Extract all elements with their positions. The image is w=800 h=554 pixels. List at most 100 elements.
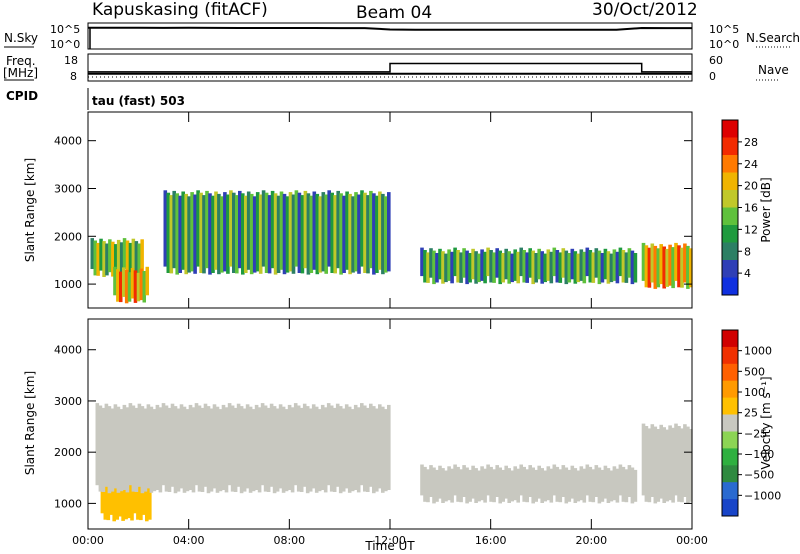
data-cell bbox=[139, 484, 143, 521]
data-cell bbox=[293, 403, 298, 486]
data-cell bbox=[249, 193, 254, 275]
data-cell bbox=[278, 404, 283, 489]
data-cell bbox=[170, 403, 175, 487]
data-cell bbox=[671, 247, 675, 289]
data-cell bbox=[644, 245, 649, 288]
data-cell bbox=[203, 403, 208, 487]
data-cell bbox=[122, 267, 126, 297]
data-cell bbox=[686, 245, 690, 289]
data-cell bbox=[200, 407, 205, 492]
data-cell bbox=[241, 193, 245, 275]
data-cell bbox=[659, 244, 663, 285]
data-cell bbox=[108, 239, 112, 273]
data-cell bbox=[326, 403, 331, 486]
data-cell bbox=[175, 193, 179, 275]
colorbar-segment bbox=[722, 242, 738, 261]
data-cell bbox=[369, 190, 373, 269]
data-cell bbox=[107, 406, 112, 494]
data-cell bbox=[468, 253, 472, 283]
data-cell bbox=[220, 196, 224, 273]
colorbar-tick-label: −1000 bbox=[744, 489, 781, 502]
data-cell bbox=[480, 249, 484, 281]
data-cell bbox=[507, 251, 511, 284]
data-cell bbox=[139, 268, 144, 301]
data-cell bbox=[125, 240, 130, 276]
data-cell bbox=[341, 408, 346, 492]
data-cell bbox=[106, 484, 111, 521]
colorbar-segment bbox=[722, 137, 738, 156]
data-cell bbox=[564, 250, 569, 285]
data-cell bbox=[134, 407, 139, 492]
data-cell bbox=[674, 242, 678, 281]
data-cell bbox=[149, 406, 154, 493]
data-cell bbox=[176, 408, 181, 492]
data-cell bbox=[516, 251, 520, 284]
data-cell bbox=[99, 238, 103, 271]
data-cell bbox=[381, 406, 385, 493]
data-cell bbox=[182, 406, 187, 493]
nsky-tick-top-right: 10^5 bbox=[709, 23, 739, 36]
colorbar-segment bbox=[722, 120, 738, 138]
data-cell bbox=[662, 427, 666, 503]
data-cell bbox=[226, 194, 230, 274]
power-y-axis-label: Slant Range [km] bbox=[23, 158, 37, 262]
data-cell bbox=[136, 272, 141, 302]
data-cell bbox=[522, 250, 526, 283]
data-cell bbox=[540, 251, 544, 284]
data-cell bbox=[384, 409, 388, 492]
data-cell bbox=[345, 191, 349, 270]
data-cell bbox=[665, 429, 669, 502]
data-cell bbox=[662, 246, 666, 289]
data-cell bbox=[306, 193, 311, 275]
data-cell bbox=[612, 249, 617, 281]
data-cell bbox=[296, 405, 301, 492]
data-cell bbox=[158, 407, 163, 493]
data-cell bbox=[534, 253, 538, 283]
data-cell bbox=[579, 466, 584, 501]
data-cell bbox=[513, 249, 517, 281]
data-cell bbox=[244, 195, 248, 273]
y-tick-label: 3000 bbox=[54, 395, 82, 408]
data-cell bbox=[531, 467, 535, 504]
data-cell bbox=[486, 464, 490, 496]
data-cell bbox=[111, 241, 115, 277]
data-cell bbox=[305, 406, 310, 494]
data-cell bbox=[462, 248, 466, 278]
data-cell bbox=[236, 403, 241, 487]
data-cell bbox=[145, 482, 149, 522]
data-cell bbox=[474, 468, 478, 503]
data-cell bbox=[612, 466, 617, 501]
data-cell bbox=[501, 469, 505, 502]
data-cell bbox=[266, 407, 271, 492]
freq-frame bbox=[87, 53, 693, 82]
nsky-label: N.Sky bbox=[4, 31, 38, 45]
data-cell bbox=[299, 407, 304, 492]
data-cell bbox=[644, 426, 649, 502]
data-cell bbox=[332, 407, 337, 492]
data-cell bbox=[312, 191, 317, 270]
data-cell bbox=[311, 404, 316, 489]
data-cell bbox=[543, 470, 547, 502]
data-cell bbox=[477, 253, 481, 283]
nsky-series-line bbox=[87, 26, 692, 31]
data-cell bbox=[366, 407, 370, 492]
nsky-tick-top-left: 10^5 bbox=[50, 23, 80, 36]
data-cell bbox=[378, 191, 382, 270]
y-tick-label: 1000 bbox=[54, 497, 82, 510]
data-cell bbox=[633, 469, 638, 502]
data-cell bbox=[238, 190, 242, 269]
date-label: 30/Oct/2012 bbox=[592, 0, 698, 20]
data-cell bbox=[498, 250, 502, 285]
data-cell bbox=[329, 405, 334, 492]
data-cell bbox=[588, 250, 593, 283]
data-cell bbox=[504, 248, 508, 280]
colorbar-tick-label: 12 bbox=[744, 223, 758, 236]
data-cell bbox=[302, 403, 307, 487]
freq-tick-top-left: 18 bbox=[64, 54, 78, 67]
data-cell bbox=[671, 427, 675, 503]
data-cell bbox=[444, 470, 448, 502]
data-cell bbox=[615, 468, 620, 503]
data-cell bbox=[142, 480, 146, 515]
y-tick-label: 3000 bbox=[54, 182, 82, 195]
